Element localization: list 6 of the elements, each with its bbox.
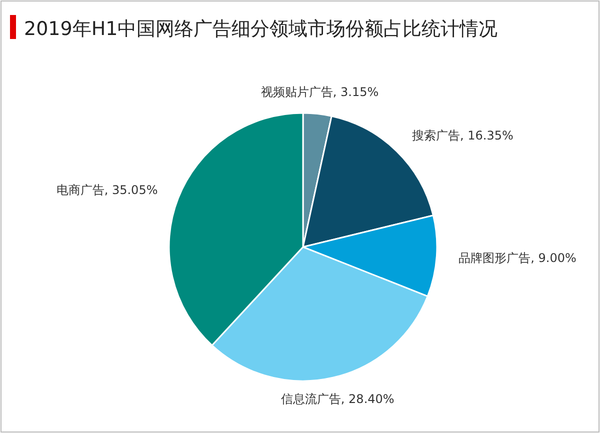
slice-label: 品牌图形广告, 9.00%	[458, 250, 576, 265]
slice-label: 电商广告, 35.05%	[56, 183, 158, 198]
chart-title: 2019年H1中国网络广告细分领域市场份额占比统计情况	[24, 18, 498, 40]
slice-label: 信息流广告, 28.40%	[280, 392, 394, 406]
slice-label: 搜索广告, 16.35%	[412, 128, 514, 142]
slice-label: 视频贴片广告, 3.15%	[260, 84, 379, 99]
